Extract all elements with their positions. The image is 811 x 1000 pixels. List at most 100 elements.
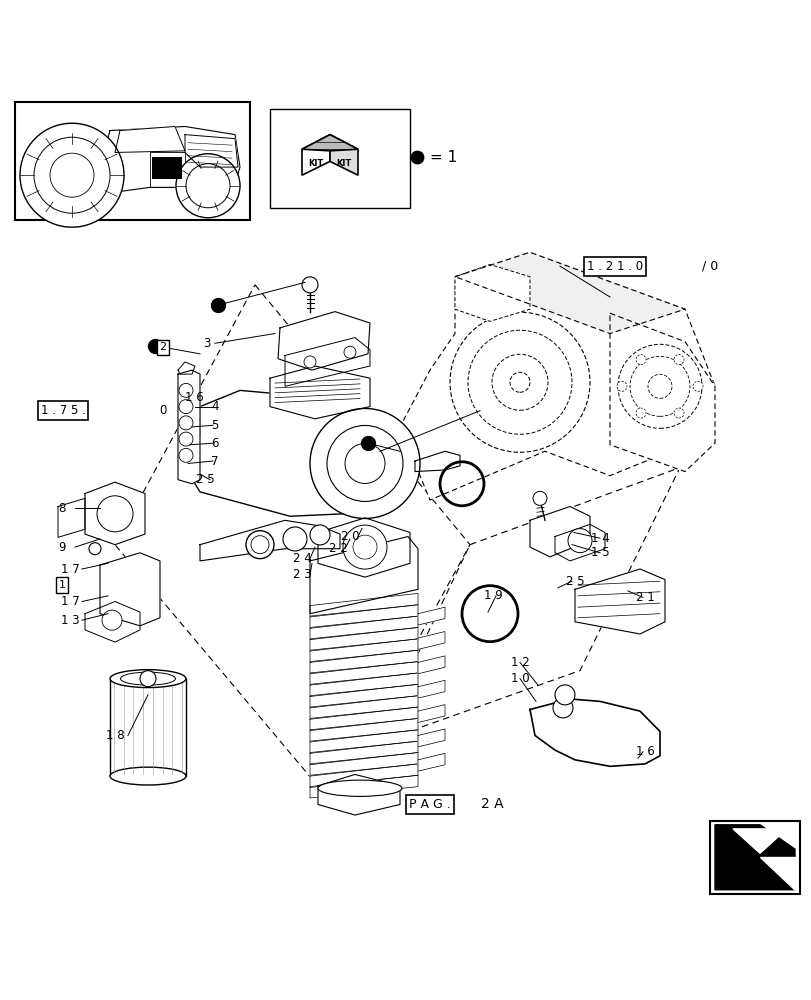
Text: 1 . 2 1 . 0: 1 . 2 1 . 0 [586,260,642,273]
Polygon shape [178,362,195,374]
Polygon shape [418,729,444,747]
Polygon shape [310,639,418,662]
Circle shape [617,344,702,428]
Polygon shape [310,673,418,696]
Circle shape [353,535,376,559]
Polygon shape [310,650,418,673]
Text: 1 0: 1 0 [510,672,529,685]
Polygon shape [200,520,340,561]
Polygon shape [318,518,410,577]
Text: 1 2: 1 2 [510,656,529,669]
Circle shape [20,123,124,227]
Polygon shape [310,741,418,764]
Ellipse shape [109,767,186,785]
Text: 1 9: 1 9 [483,589,502,602]
Circle shape [635,408,646,418]
Polygon shape [418,607,444,625]
Polygon shape [418,753,444,771]
Circle shape [251,536,268,554]
Text: 7: 7 [211,455,218,468]
Circle shape [345,443,384,483]
Polygon shape [759,857,794,890]
Polygon shape [178,370,200,484]
Circle shape [554,685,574,705]
Polygon shape [454,265,530,321]
Circle shape [449,312,590,452]
Bar [15,102,250,220]
Text: P A G .: P A G . [409,798,450,811]
Circle shape [635,355,646,365]
Circle shape [673,408,683,418]
Text: 1 6: 1 6 [635,745,654,758]
Polygon shape [109,679,186,776]
Circle shape [178,400,193,414]
Circle shape [246,531,273,559]
Polygon shape [150,152,185,187]
Circle shape [139,671,156,687]
Polygon shape [310,627,418,650]
Ellipse shape [120,672,175,685]
Circle shape [283,527,307,551]
Text: 1 7: 1 7 [61,595,79,608]
Polygon shape [714,825,794,890]
Polygon shape [185,135,238,167]
Circle shape [552,698,573,718]
Polygon shape [530,699,659,766]
Circle shape [673,355,683,365]
Text: 1 7: 1 7 [61,563,79,576]
Polygon shape [277,312,370,370]
Text: 6: 6 [211,437,218,450]
Polygon shape [285,338,370,386]
Polygon shape [310,616,418,639]
Circle shape [692,381,702,391]
Polygon shape [310,718,418,741]
Text: 2 A: 2 A [480,797,503,811]
Polygon shape [418,705,444,722]
Circle shape [467,330,571,434]
Polygon shape [318,774,400,815]
Text: 9: 9 [58,541,66,554]
Polygon shape [530,506,590,557]
Text: 1 8: 1 8 [105,729,124,742]
Text: 0: 0 [159,404,166,417]
Text: 2 5: 2 5 [195,473,214,486]
Ellipse shape [318,780,401,796]
Text: 2 5: 2 5 [565,575,584,588]
Text: 1: 1 [58,580,66,590]
Polygon shape [418,656,444,674]
Polygon shape [310,605,418,627]
Circle shape [176,154,240,218]
Polygon shape [100,126,240,191]
Polygon shape [310,593,418,616]
Circle shape [491,354,547,410]
Circle shape [302,277,318,293]
Text: 4: 4 [211,400,218,413]
Polygon shape [310,684,418,707]
Text: 5: 5 [211,419,218,432]
Circle shape [178,383,193,397]
Bar [709,821,799,894]
Text: KIT: KIT [308,159,324,168]
Circle shape [50,153,94,197]
Circle shape [327,425,402,501]
Text: 1 3: 1 3 [61,614,79,627]
Polygon shape [302,135,358,151]
Polygon shape [554,524,604,561]
Text: 2 3: 2 3 [292,568,311,581]
Circle shape [310,525,329,545]
Circle shape [629,356,689,416]
Text: 2 1: 2 1 [635,591,654,604]
Polygon shape [185,390,400,516]
Circle shape [97,496,133,532]
Polygon shape [310,730,418,753]
Polygon shape [302,135,329,175]
Text: 2: 2 [159,342,166,352]
Polygon shape [418,680,444,698]
Bar [270,109,410,208]
Circle shape [647,374,672,398]
Polygon shape [454,252,684,334]
Circle shape [616,381,626,391]
Polygon shape [400,252,714,500]
Circle shape [344,346,355,358]
Text: 3: 3 [203,337,210,350]
